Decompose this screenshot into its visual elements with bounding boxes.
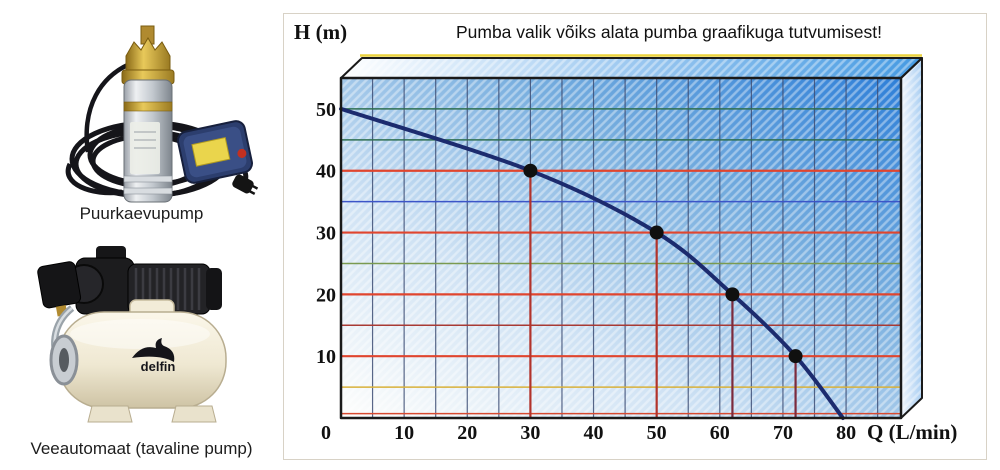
y-tick-label: 40 — [316, 161, 336, 183]
borehole-pump-photo — [65, 25, 259, 203]
x-tick-label: 20 — [457, 422, 477, 444]
pump-body — [121, 25, 175, 203]
x-axis-unit-label: Q (L/min) — [867, 420, 957, 444]
x-tick-label: 0 — [321, 422, 331, 444]
guide-lines — [529, 170, 797, 418]
figure-caption-puurkaevupump: Puurkaevupump — [79, 204, 204, 223]
pump-chart-panel: H (m) Pumba valik võiks alata pumba graa… — [283, 13, 987, 460]
x-tick-label: 80 — [836, 422, 856, 444]
curve-points — [523, 163, 803, 364]
water-automat-photo: delfin — [37, 246, 227, 423]
axis-tick-labels: 0 10 20 30 40 50 60 70 80 10 20 30 40 50 Q (L/min) — [316, 99, 957, 444]
chart-title: Pumba valik võiks alata pumba graafikuga… — [455, 22, 883, 42]
pump-chart-svg: 0 10 20 30 40 50 60 70 80 10 20 30 40 50 Q (L/min) — [316, 54, 957, 444]
pressure-tank: delfin — [49, 299, 227, 423]
chart-front-face — [341, 78, 901, 418]
power-plug — [232, 174, 259, 196]
y-axis-label: H (m) — [294, 20, 348, 44]
pump-photos-panel: Puurkaevupump — [0, 0, 283, 470]
x-tick-label: 30 — [520, 422, 540, 444]
figure-caption-veeautomaat: Veeautomaat (tavaline pump) — [30, 439, 253, 458]
box-outline — [339, 57, 923, 420]
x-tick-label: 50 — [647, 422, 667, 444]
x-tick-label: 40 — [584, 422, 604, 444]
y-tick-label: 20 — [316, 284, 336, 306]
x-tick-label: 60 — [710, 422, 730, 444]
delfin-logo: delfin — [132, 338, 175, 374]
y-tick-label: 30 — [316, 223, 336, 245]
delfin-logo-text: delfin — [141, 359, 176, 374]
y-tick-label: 50 — [316, 99, 336, 121]
x-tick-label: 10 — [394, 422, 414, 444]
control-box — [177, 120, 253, 184]
chart-3d-side-face — [901, 58, 922, 418]
chart-3d-top-face — [341, 54, 922, 78]
grid-lines — [341, 78, 901, 418]
x-tick-label: 70 — [773, 422, 793, 444]
y-tick-label: 10 — [316, 346, 336, 368]
